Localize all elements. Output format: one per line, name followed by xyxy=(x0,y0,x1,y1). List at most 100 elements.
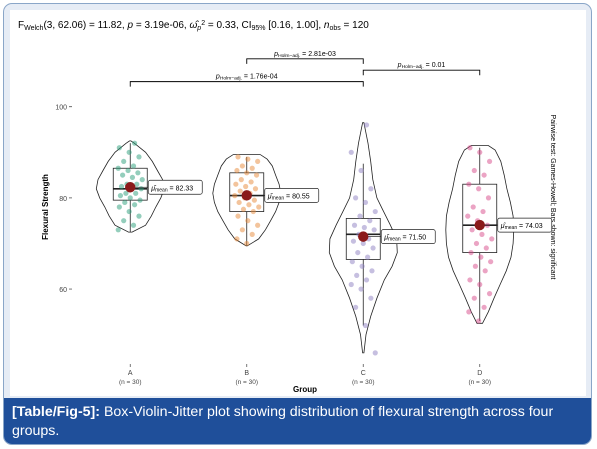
comparison-label-C-D-part: Holm−adj. xyxy=(402,65,424,71)
x-tick-label-B: B xyxy=(244,370,249,377)
data-point-B xyxy=(249,165,255,171)
mean-label-box-A xyxy=(147,179,203,195)
mean-label-value: = 82.33 xyxy=(168,185,194,192)
data-point-D xyxy=(467,145,473,151)
comparison-label-A-C-part: p xyxy=(215,74,220,81)
data-point-A xyxy=(130,163,137,169)
data-point-B xyxy=(232,193,238,199)
data-point-D xyxy=(473,240,480,247)
mean-label-sub: mean xyxy=(272,196,285,202)
data-point-A xyxy=(133,190,139,196)
comparison-bracket-C-D xyxy=(362,69,481,76)
comparison-label-A-C: pHolm−adj. = 1.76e-04 xyxy=(215,74,278,82)
x-tick-label-A: A xyxy=(128,370,133,377)
mean-label-D: μ̂mean = 74.03 xyxy=(500,223,543,231)
data-point-B xyxy=(237,188,243,194)
comparison-label-C-D-part: = 0.01 xyxy=(424,62,446,69)
mean-label-C: μ̂mean = 71.50 xyxy=(383,235,426,243)
data-point-A xyxy=(115,165,121,171)
data-point-C xyxy=(362,322,369,329)
mean-label-box-B xyxy=(264,188,320,203)
x-n-label-C: (n = 30) xyxy=(352,379,375,386)
data-point-B xyxy=(246,202,252,208)
data-point-B xyxy=(256,204,262,210)
data-point-C xyxy=(370,245,376,251)
data-point-C xyxy=(358,286,364,292)
mean-label-sub: mean xyxy=(388,237,401,243)
data-point-C xyxy=(351,222,358,228)
x-n-label-A: (n = 30) xyxy=(119,379,142,386)
data-point-A xyxy=(126,149,132,155)
chart-title-part: [0.16, 1.00], xyxy=(266,20,324,31)
mean-label-box-D xyxy=(497,217,553,233)
figure-caption: [Table/Fig-5]: Box-Violin-Jitter plot sh… xyxy=(4,398,591,444)
data-point-D xyxy=(476,186,482,192)
data-point-B xyxy=(252,186,259,192)
data-point-D xyxy=(470,204,476,210)
data-point-B xyxy=(249,231,255,237)
comparison-label-C-D: pHolm−adj. = 0.01 xyxy=(397,62,446,70)
violin-C xyxy=(328,122,398,354)
comparison-label-C-D-part: p xyxy=(397,62,402,69)
data-point-A xyxy=(136,154,142,160)
data-point-C xyxy=(357,213,363,219)
data-point-A xyxy=(132,140,138,146)
data-point-C xyxy=(348,281,354,288)
data-point-A xyxy=(116,204,122,210)
y-tick-label: 60 xyxy=(59,287,67,294)
data-point-B xyxy=(233,181,239,187)
x-tick-label-D: D xyxy=(477,370,482,377)
data-point-B xyxy=(255,222,261,228)
data-point-D xyxy=(478,254,484,260)
data-point-B xyxy=(235,213,241,219)
chart-title: FWelch(3, 62.06) = 11.82, p = 3.19e-06, … xyxy=(18,19,369,32)
data-point-C xyxy=(353,304,359,310)
data-point-A xyxy=(117,193,124,199)
data-point-D xyxy=(477,149,483,155)
data-point-A xyxy=(115,227,121,233)
data-point-B xyxy=(253,172,260,178)
data-point-A xyxy=(129,174,136,180)
data-point-D xyxy=(483,245,489,251)
data-point-D xyxy=(481,172,487,178)
data-point-C xyxy=(368,295,374,301)
chart-title-part: = 3.19e-06, xyxy=(133,20,189,31)
chart-title-part: n xyxy=(324,20,330,31)
data-point-B xyxy=(243,183,249,190)
violin-box-jitter-chart: FWelch(3, 62.06) = 11.82, p = 3.19e-06, … xyxy=(18,19,556,394)
chart-title-part: p xyxy=(196,25,201,32)
data-point-C xyxy=(354,272,360,278)
data-point-B xyxy=(239,227,245,233)
data-point-A xyxy=(125,167,131,174)
mean-label-value: = 80.55 xyxy=(284,193,310,200)
y-tick-label: 100 xyxy=(55,105,67,112)
data-point-C xyxy=(363,122,370,128)
box-C xyxy=(345,217,381,260)
data-point-C xyxy=(350,238,357,244)
comparison-bracket-B-C xyxy=(246,58,364,64)
data-point-C xyxy=(362,199,369,206)
data-point-A xyxy=(134,181,140,187)
data-point-B xyxy=(251,197,257,203)
data-point-B xyxy=(244,240,250,247)
data-point-B xyxy=(236,199,242,206)
x-n-label-B: (n = 30) xyxy=(235,379,258,386)
data-point-C xyxy=(372,350,378,356)
data-point-A xyxy=(135,170,141,176)
chart-title-part: (3, 62.06) = 11.82, xyxy=(43,20,127,31)
data-point-C xyxy=(363,277,370,283)
x-n-label-D: (n = 30) xyxy=(468,379,491,386)
data-point-A xyxy=(126,208,132,215)
comparison-label-B-C-part: Holm−adj. xyxy=(278,53,300,59)
x-tick-label-C: C xyxy=(361,370,366,377)
data-point-C xyxy=(371,227,377,233)
data-point-D xyxy=(489,236,495,242)
y-axis-label: Flexural Strength xyxy=(41,174,50,240)
data-point-D xyxy=(476,318,482,324)
mean-label-A: μ̂mean = 82.33 xyxy=(150,185,193,193)
mean-label-value: = 71.50 xyxy=(401,235,427,242)
data-point-C xyxy=(369,268,375,274)
data-point-D xyxy=(472,263,478,269)
mean-label-value: = 74.03 xyxy=(517,223,543,230)
x-axis-label: Group xyxy=(293,385,317,394)
